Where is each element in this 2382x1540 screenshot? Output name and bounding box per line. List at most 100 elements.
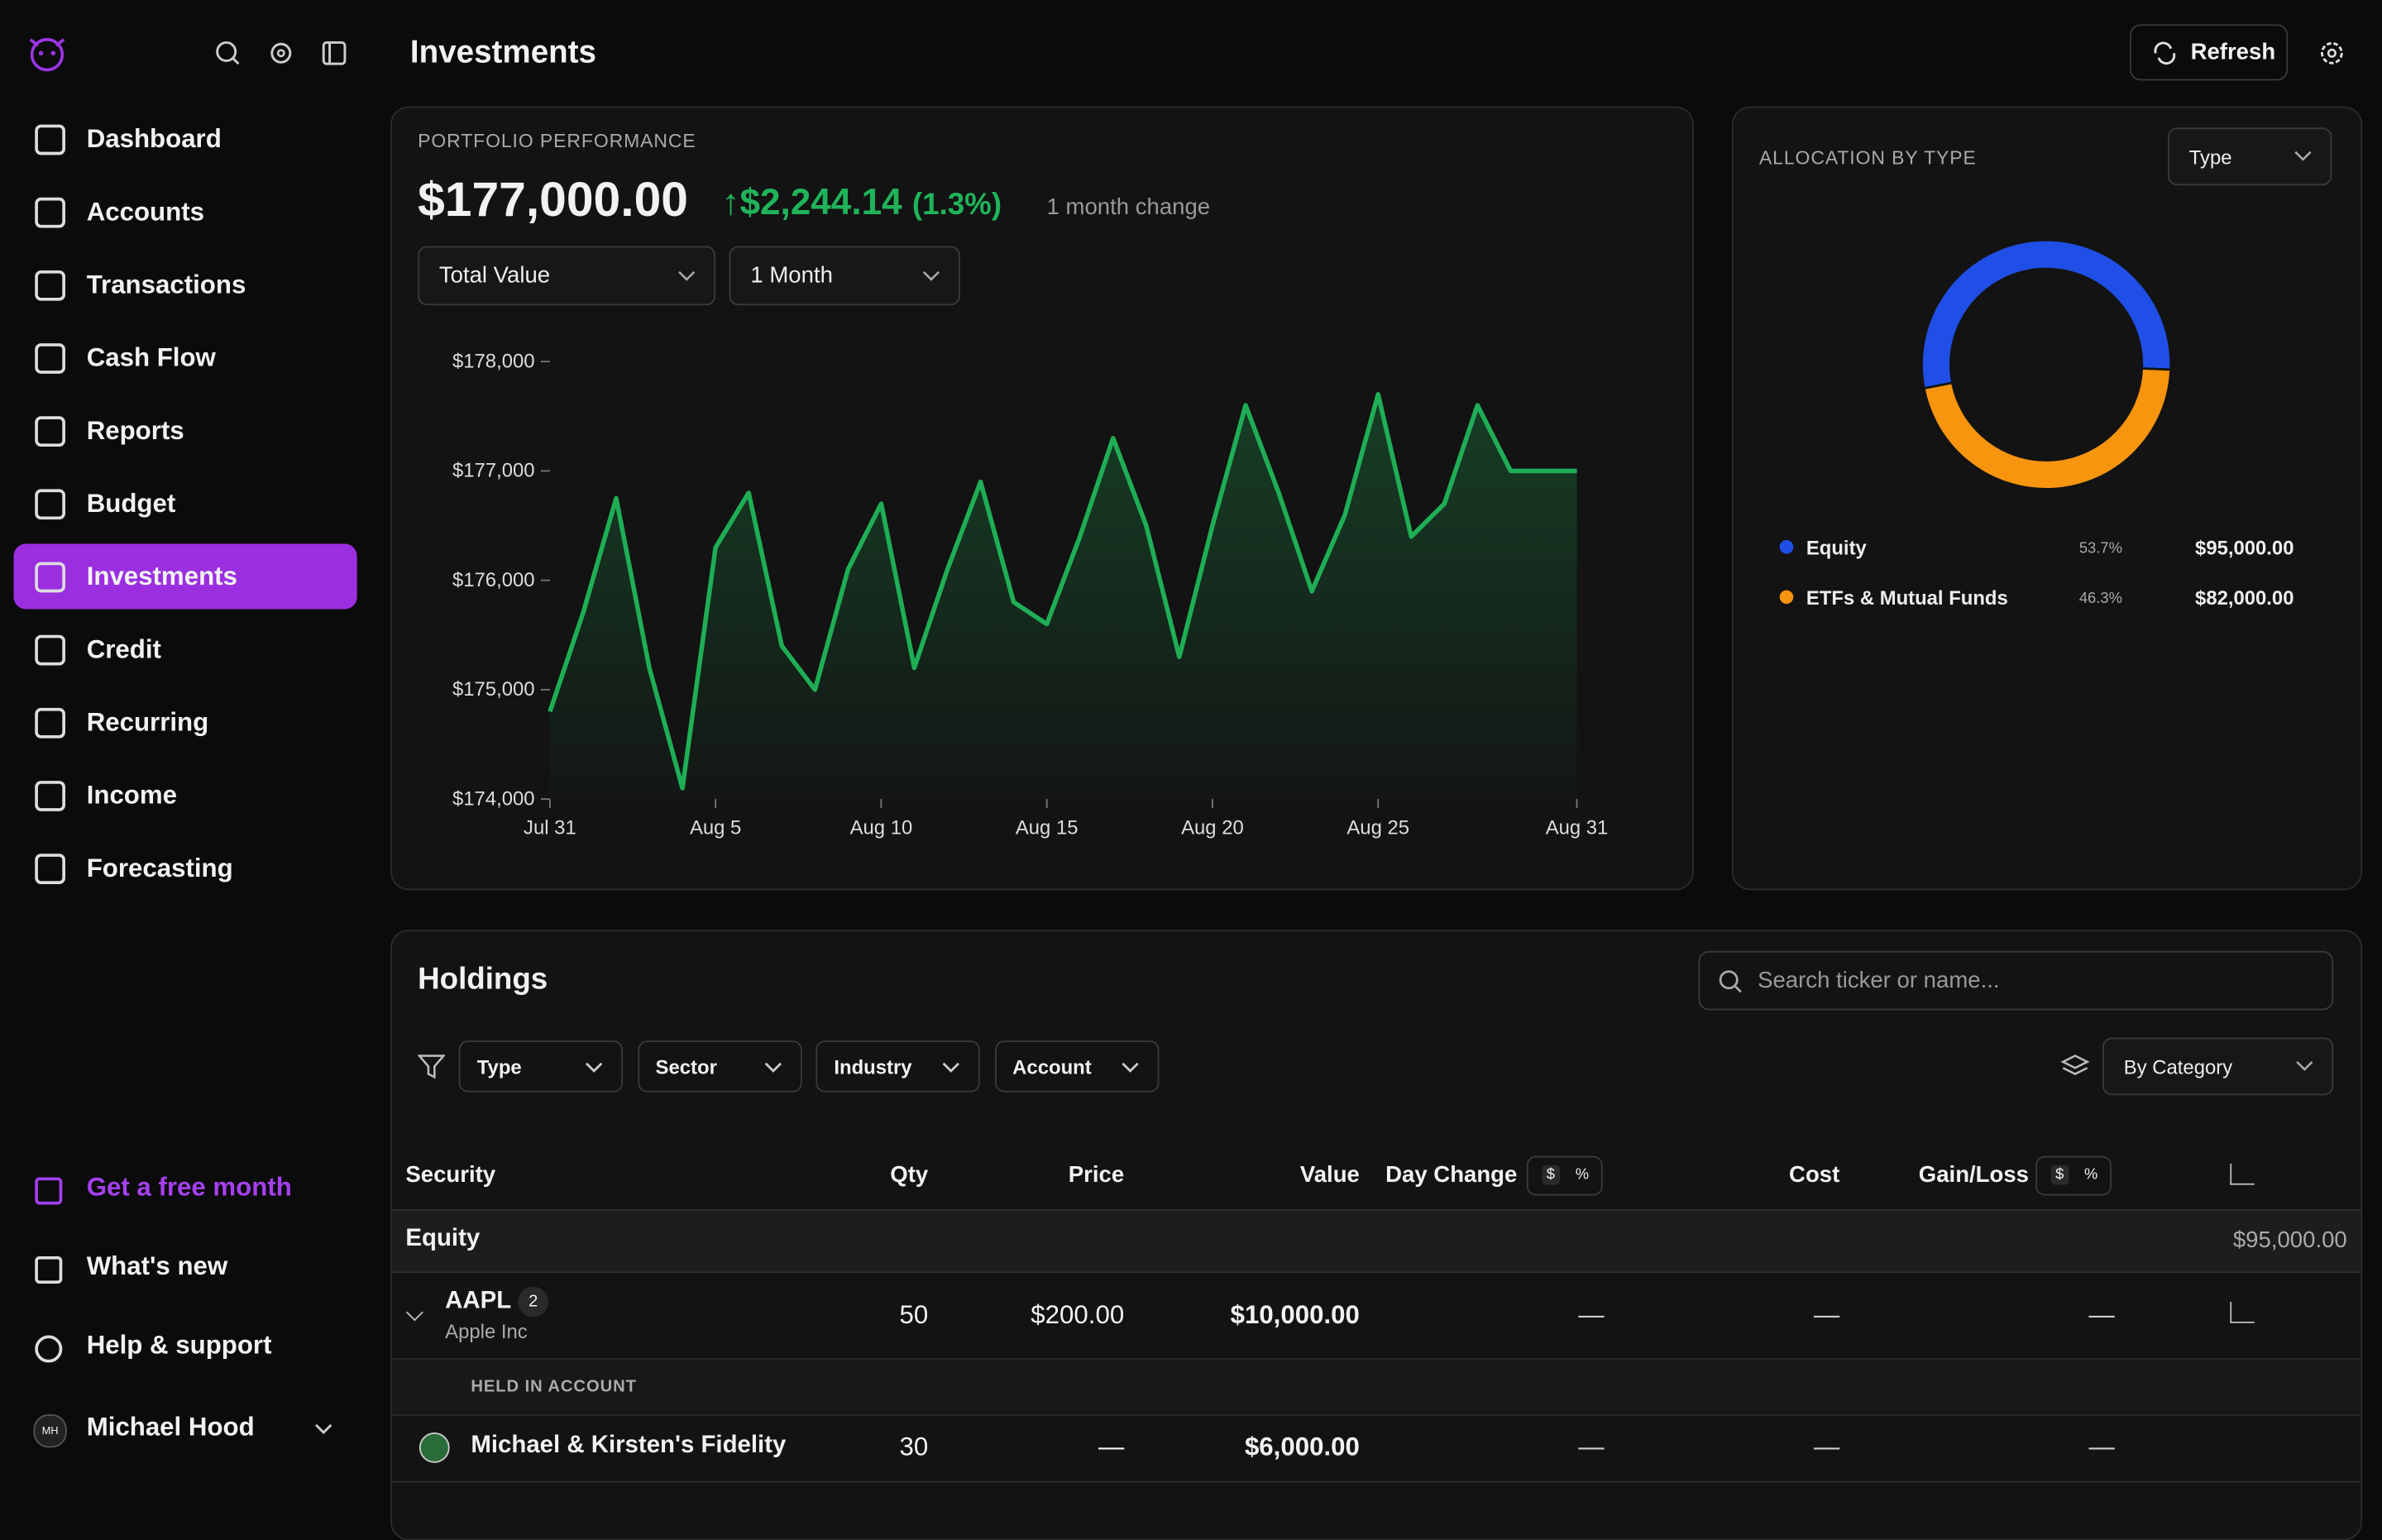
logo — [29, 37, 65, 72]
account-name: Michael & Kirsten's Fidelity — [471, 1432, 787, 1459]
nav-icon — [35, 488, 65, 519]
nav-item[interactable]: Transactions — [14, 252, 357, 318]
y-tick-label: $175,000 — [452, 678, 535, 701]
nav-label: Budget — [86, 488, 176, 518]
column-header: Qty — [890, 1162, 929, 1188]
filter-select[interactable]: Type — [458, 1040, 624, 1093]
search-placeholder: Search ticker or name... — [1758, 968, 2000, 994]
group-row — [391, 1209, 2361, 1274]
cell-gain: — — [2088, 1432, 2115, 1461]
count-badge: 2 — [518, 1286, 549, 1318]
x-tick-label: Aug 15 — [1016, 816, 1079, 839]
nav-item[interactable]: Forecasting — [14, 835, 357, 901]
x-tick-label: Aug 5 — [690, 816, 741, 839]
cell-price: $200.00 — [1031, 1300, 1125, 1330]
legend-pct: 46.3% — [2079, 589, 2122, 606]
nav-label: Credit — [86, 634, 161, 663]
page-title: Investments — [409, 35, 597, 70]
settings[interactable] — [2318, 40, 2346, 67]
footer-link[interactable]: Get a free month — [86, 1172, 292, 1202]
nav-item[interactable]: Credit — [14, 617, 357, 682]
range: 1 Month — [750, 262, 833, 289]
search-box[interactable]: Search ticker or name... — [1698, 950, 2334, 1011]
legend-dot — [1779, 590, 1794, 605]
nav-icon — [35, 853, 65, 884]
nav-icon — [35, 415, 65, 447]
nav-label: Accounts — [86, 196, 204, 226]
panel-heading: ALLOCATION BY TYPE — [1758, 147, 1977, 169]
grouping-select[interactable]: By Category — [2102, 1037, 2334, 1096]
nav-icon — [35, 707, 65, 738]
layers-icon — [2060, 1055, 2090, 1076]
unit-toggle[interactable]: $% — [1526, 1155, 1603, 1196]
y-tick-label: $174,000 — [452, 787, 535, 810]
nav-item[interactable]: Recurring — [14, 690, 357, 755]
chart-icon — [2230, 1302, 2255, 1323]
toggle-option[interactable]: % — [2084, 1166, 2098, 1184]
metric: Total Value — [438, 262, 551, 289]
nav-label: Forecasting — [86, 853, 233, 882]
nav-icon — [35, 780, 65, 811]
nav-item[interactable]: Accounts — [14, 179, 357, 245]
group: Type — [2188, 145, 2232, 168]
cell-value: $10,000.00 — [1230, 1300, 1360, 1330]
area — [549, 394, 1577, 800]
nav-icon — [35, 123, 65, 155]
footer-link[interactable]: What's new — [86, 1251, 228, 1281]
change-note: 1 month change — [1046, 194, 1211, 221]
footer-icon — [35, 1177, 63, 1205]
nav-item[interactable]: Investments — [13, 543, 357, 610]
donut-slice — [1920, 238, 2173, 390]
toggle-option[interactable]: $ — [2050, 1165, 2069, 1185]
footer-icon — [35, 1335, 63, 1363]
change: ↑$2,244.14 (1.3%) — [721, 182, 1002, 224]
user-name[interactable]: Michael Hood — [86, 1413, 255, 1442]
filter-select[interactable]: Sector — [637, 1040, 801, 1093]
column-header: Price — [1068, 1162, 1125, 1188]
column-header: Value — [1299, 1162, 1360, 1188]
group-select[interactable]: Type — [2168, 127, 2332, 186]
filter-icon — [418, 1055, 446, 1079]
app: Dashboard Accounts Transactions Cash Flow Re… — [13, 24, 2363, 1540]
x-tick-label: Jul 31 — [524, 816, 576, 839]
x-tick-label: Aug 31 — [1546, 816, 1609, 839]
nav-icon — [35, 634, 65, 665]
footer-link[interactable]: Help & support — [86, 1330, 272, 1360]
held-label: HELD IN ACCOUNT — [471, 1377, 637, 1396]
legend-dot — [1779, 539, 1794, 554]
legend-label: ETFs & Mutual Funds — [1806, 587, 2008, 610]
nav-label: Reports — [86, 415, 184, 445]
page: {"sidebar":{"nav":[{"label":"Dashboard"}… — [13, 24, 2363, 1540]
sidebar-tools[interactable] — [213, 38, 365, 69]
avatar: MH — [33, 1414, 67, 1448]
nav-item[interactable]: Cash Flow — [14, 325, 357, 390]
chart-icon — [2230, 1163, 2255, 1185]
nav-item[interactable]: Budget — [14, 471, 357, 536]
nav-icon — [35, 561, 65, 592]
nav-item[interactable]: Income — [14, 763, 357, 828]
toggle-option[interactable]: % — [1575, 1166, 1590, 1184]
nav-item[interactable]: Reports — [14, 398, 357, 463]
cell-cost: — — [1814, 1300, 1840, 1330]
x-tick-label: Aug 10 — [850, 816, 913, 839]
column-header: Cost — [1789, 1162, 1840, 1188]
unit-toggle[interactable]: $% — [2035, 1155, 2112, 1196]
metric-select[interactable]: Total Value — [418, 246, 716, 306]
footer-icon — [35, 1255, 63, 1284]
range-select[interactable]: 1 Month — [729, 246, 960, 306]
donut-slice — [1922, 367, 2173, 490]
x-tick-label: Aug 25 — [1346, 816, 1409, 839]
cell-price: — — [1098, 1432, 1125, 1461]
held-band — [391, 1358, 2361, 1416]
y-tick-label: $176,000 — [452, 569, 535, 591]
filter-select[interactable]: Account — [994, 1040, 1159, 1093]
nav-label: Recurring — [86, 707, 209, 736]
nav-item[interactable]: Dashboard — [14, 107, 357, 172]
holdings-title: Holdings — [418, 963, 548, 997]
cell-gain: — — [2088, 1300, 2115, 1330]
filter-select[interactable]: Industry — [816, 1040, 980, 1093]
cell-qty: 30 — [899, 1432, 929, 1461]
toggle-option[interactable]: $ — [1542, 1165, 1560, 1185]
cell-day-change: — — [1578, 1300, 1605, 1330]
refresh-button[interactable]: Refresh — [2130, 24, 2289, 81]
